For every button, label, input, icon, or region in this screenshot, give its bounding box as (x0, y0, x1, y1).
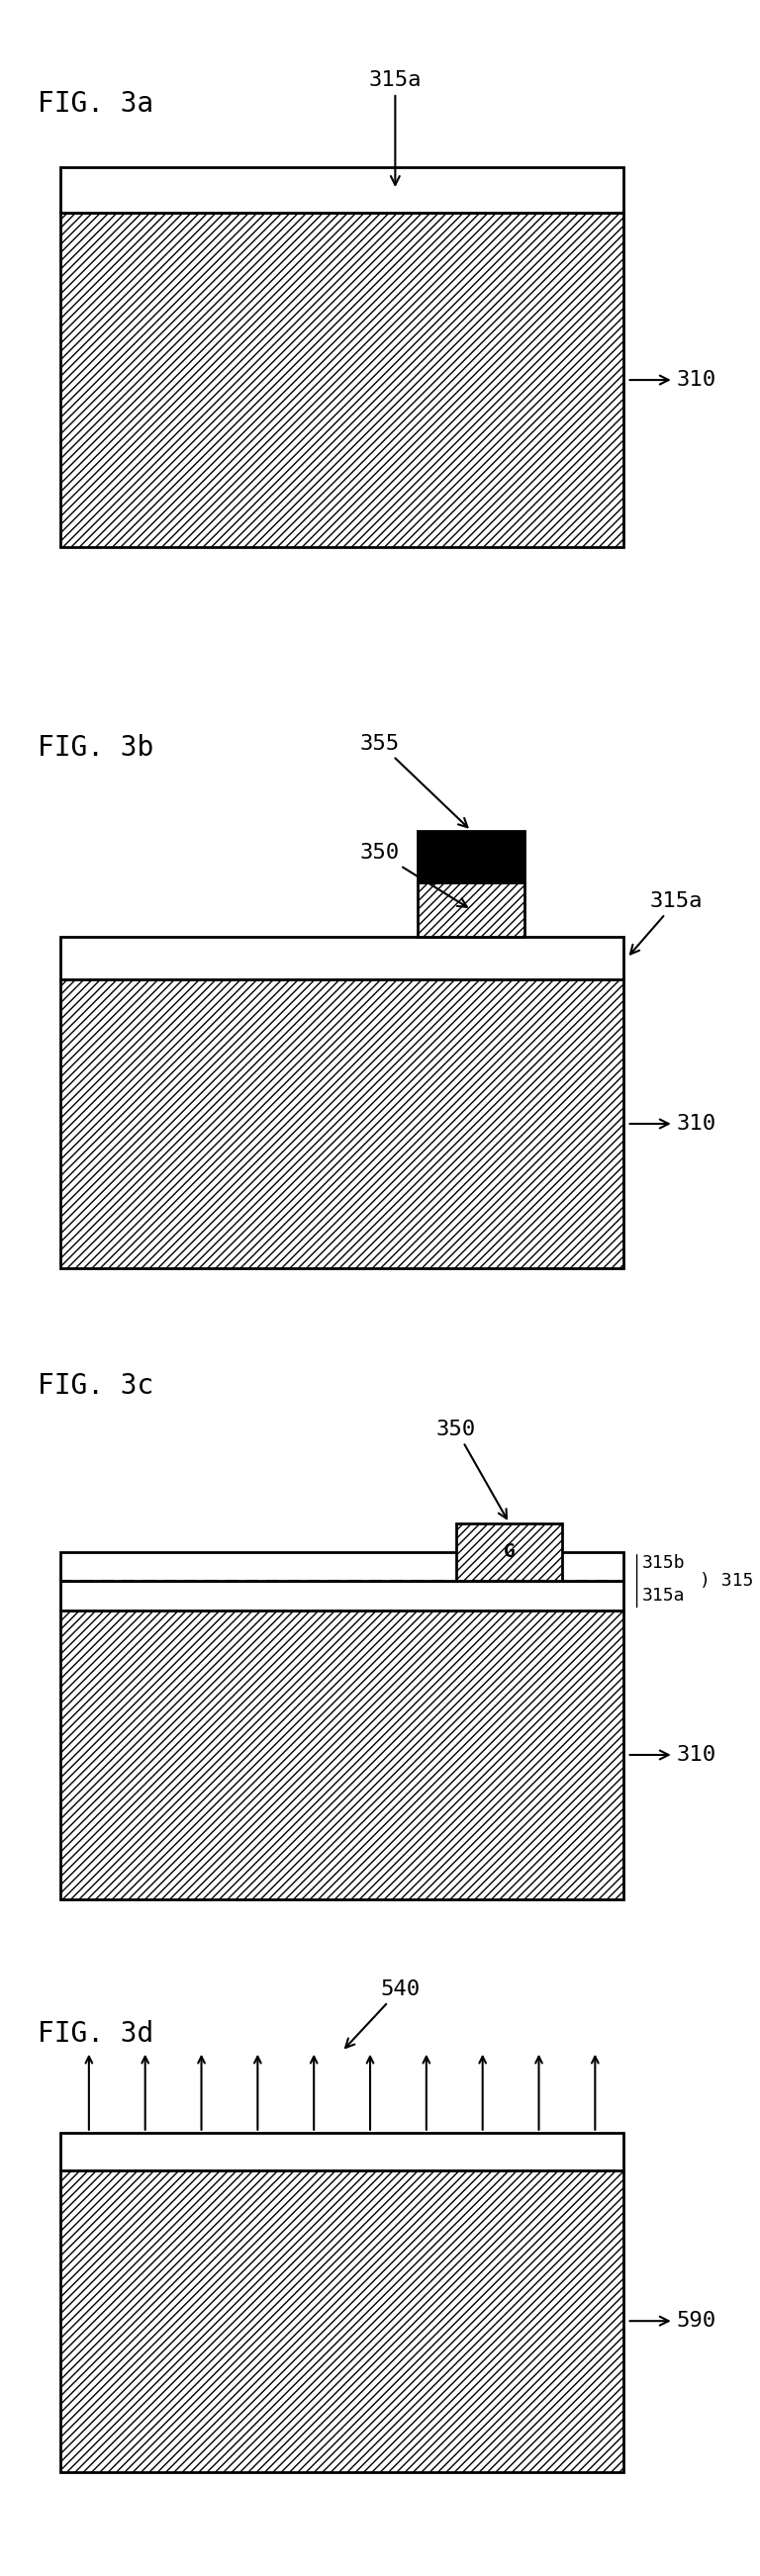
Text: 350: 350 (436, 1419, 507, 1520)
Bar (61, 1610, 623, 1901)
Text: 310: 310 (630, 1744, 716, 1765)
Text: FIG. 3c: FIG. 3c (38, 1370, 154, 1399)
Bar (456, 1522, 562, 1582)
Text: FIG. 3a: FIG. 3a (38, 90, 154, 118)
Bar (61, 1582, 623, 1610)
Text: 315b: 315b (642, 1553, 686, 1571)
Bar (61, 938, 623, 979)
Text: 315a: 315a (369, 70, 422, 185)
Bar (61, 1551, 623, 1582)
Text: 355: 355 (360, 734, 467, 827)
Bar (61, 2133, 623, 2169)
Text: ) 315: ) 315 (699, 1571, 753, 1589)
Bar (418, 881, 524, 938)
Text: FIG. 3b: FIG. 3b (38, 734, 154, 762)
Text: 315a: 315a (630, 891, 703, 953)
Text: 310: 310 (630, 371, 716, 389)
Text: 310: 310 (630, 1113, 716, 1133)
Bar (418, 832, 524, 881)
Bar (61, 167, 623, 214)
Text: FIG. 3d: FIG. 3d (38, 2020, 154, 2048)
Text: G: G (503, 1543, 515, 1561)
Text: 540: 540 (346, 1978, 420, 2048)
Text: 590: 590 (630, 2311, 716, 2331)
Bar (61, 979, 623, 1270)
Text: 350: 350 (360, 842, 467, 907)
Bar (61, 2169, 623, 2473)
Bar (61, 214, 623, 546)
Text: 315a: 315a (642, 1587, 686, 1605)
